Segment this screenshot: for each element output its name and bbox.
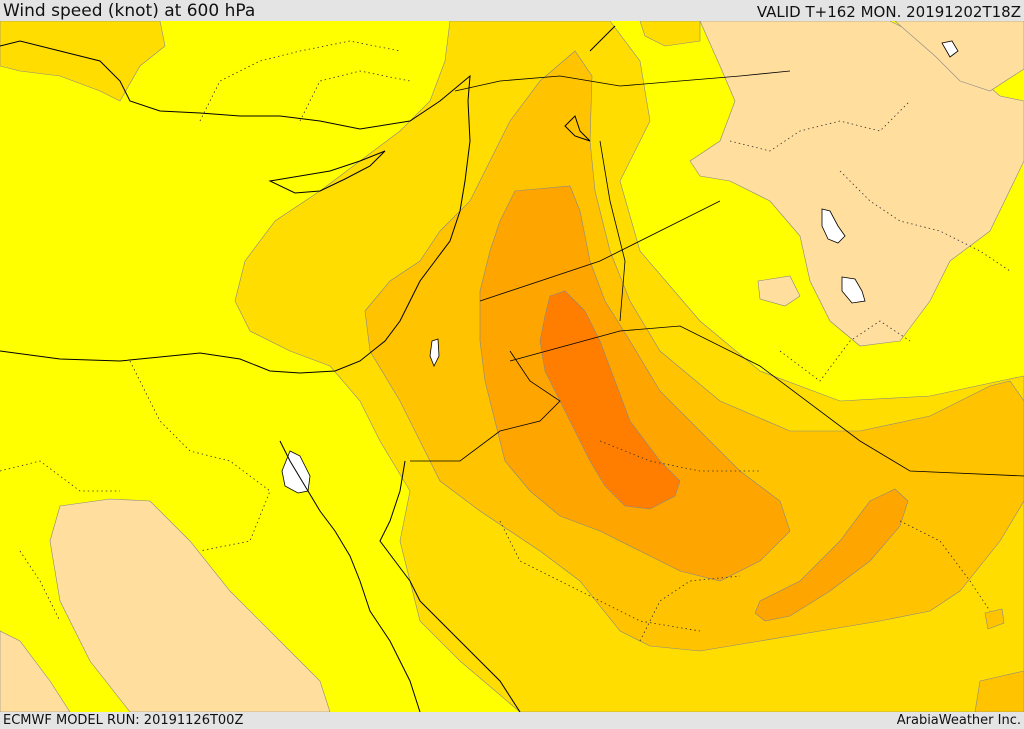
wind-band-level-4-se-spot [984,608,1005,630]
wind-band-level-3-ne [639,21,701,47]
wind-band-level-5 [479,185,791,582]
caspian-sea-fragment [941,40,959,58]
title-bar: Wind speed (knot) at 600 hPa VALID T+162… [0,0,1024,21]
iran-lake-south [841,276,866,304]
wind-core-level-6 [539,290,681,510]
low-wind-zone-west [757,275,801,307]
low-wind-zone-libya [0,630,71,712]
wind-speed-map [0,21,1024,712]
wind-band-level-4-south [974,670,1024,712]
coastlines [0,25,616,712]
lake-urmia [821,208,846,244]
model-run: ECMWF MODEL RUN: 20191126T00Z [3,713,244,728]
dead-sea-lake [429,338,440,367]
low-wind-zone-egypt [49,498,331,712]
map-title: Wind speed (knot) at 600 hPa [3,1,256,21]
wind-band-level-3-nw [0,21,166,102]
country-borders [410,70,1024,477]
low-wind-zone-iran-east [894,21,1024,92]
wind-band-level-5-se [754,488,909,622]
province-borders [0,40,1011,642]
footer-bar: ECMWF MODEL RUN: 20191126T00Z ArabiaWeat… [0,712,1024,729]
map-canvas [0,21,1024,712]
valid-time: VALID T+162 MON. 20191202T18Z [756,3,1021,21]
credit: ArabiaWeather Inc. [896,713,1021,728]
